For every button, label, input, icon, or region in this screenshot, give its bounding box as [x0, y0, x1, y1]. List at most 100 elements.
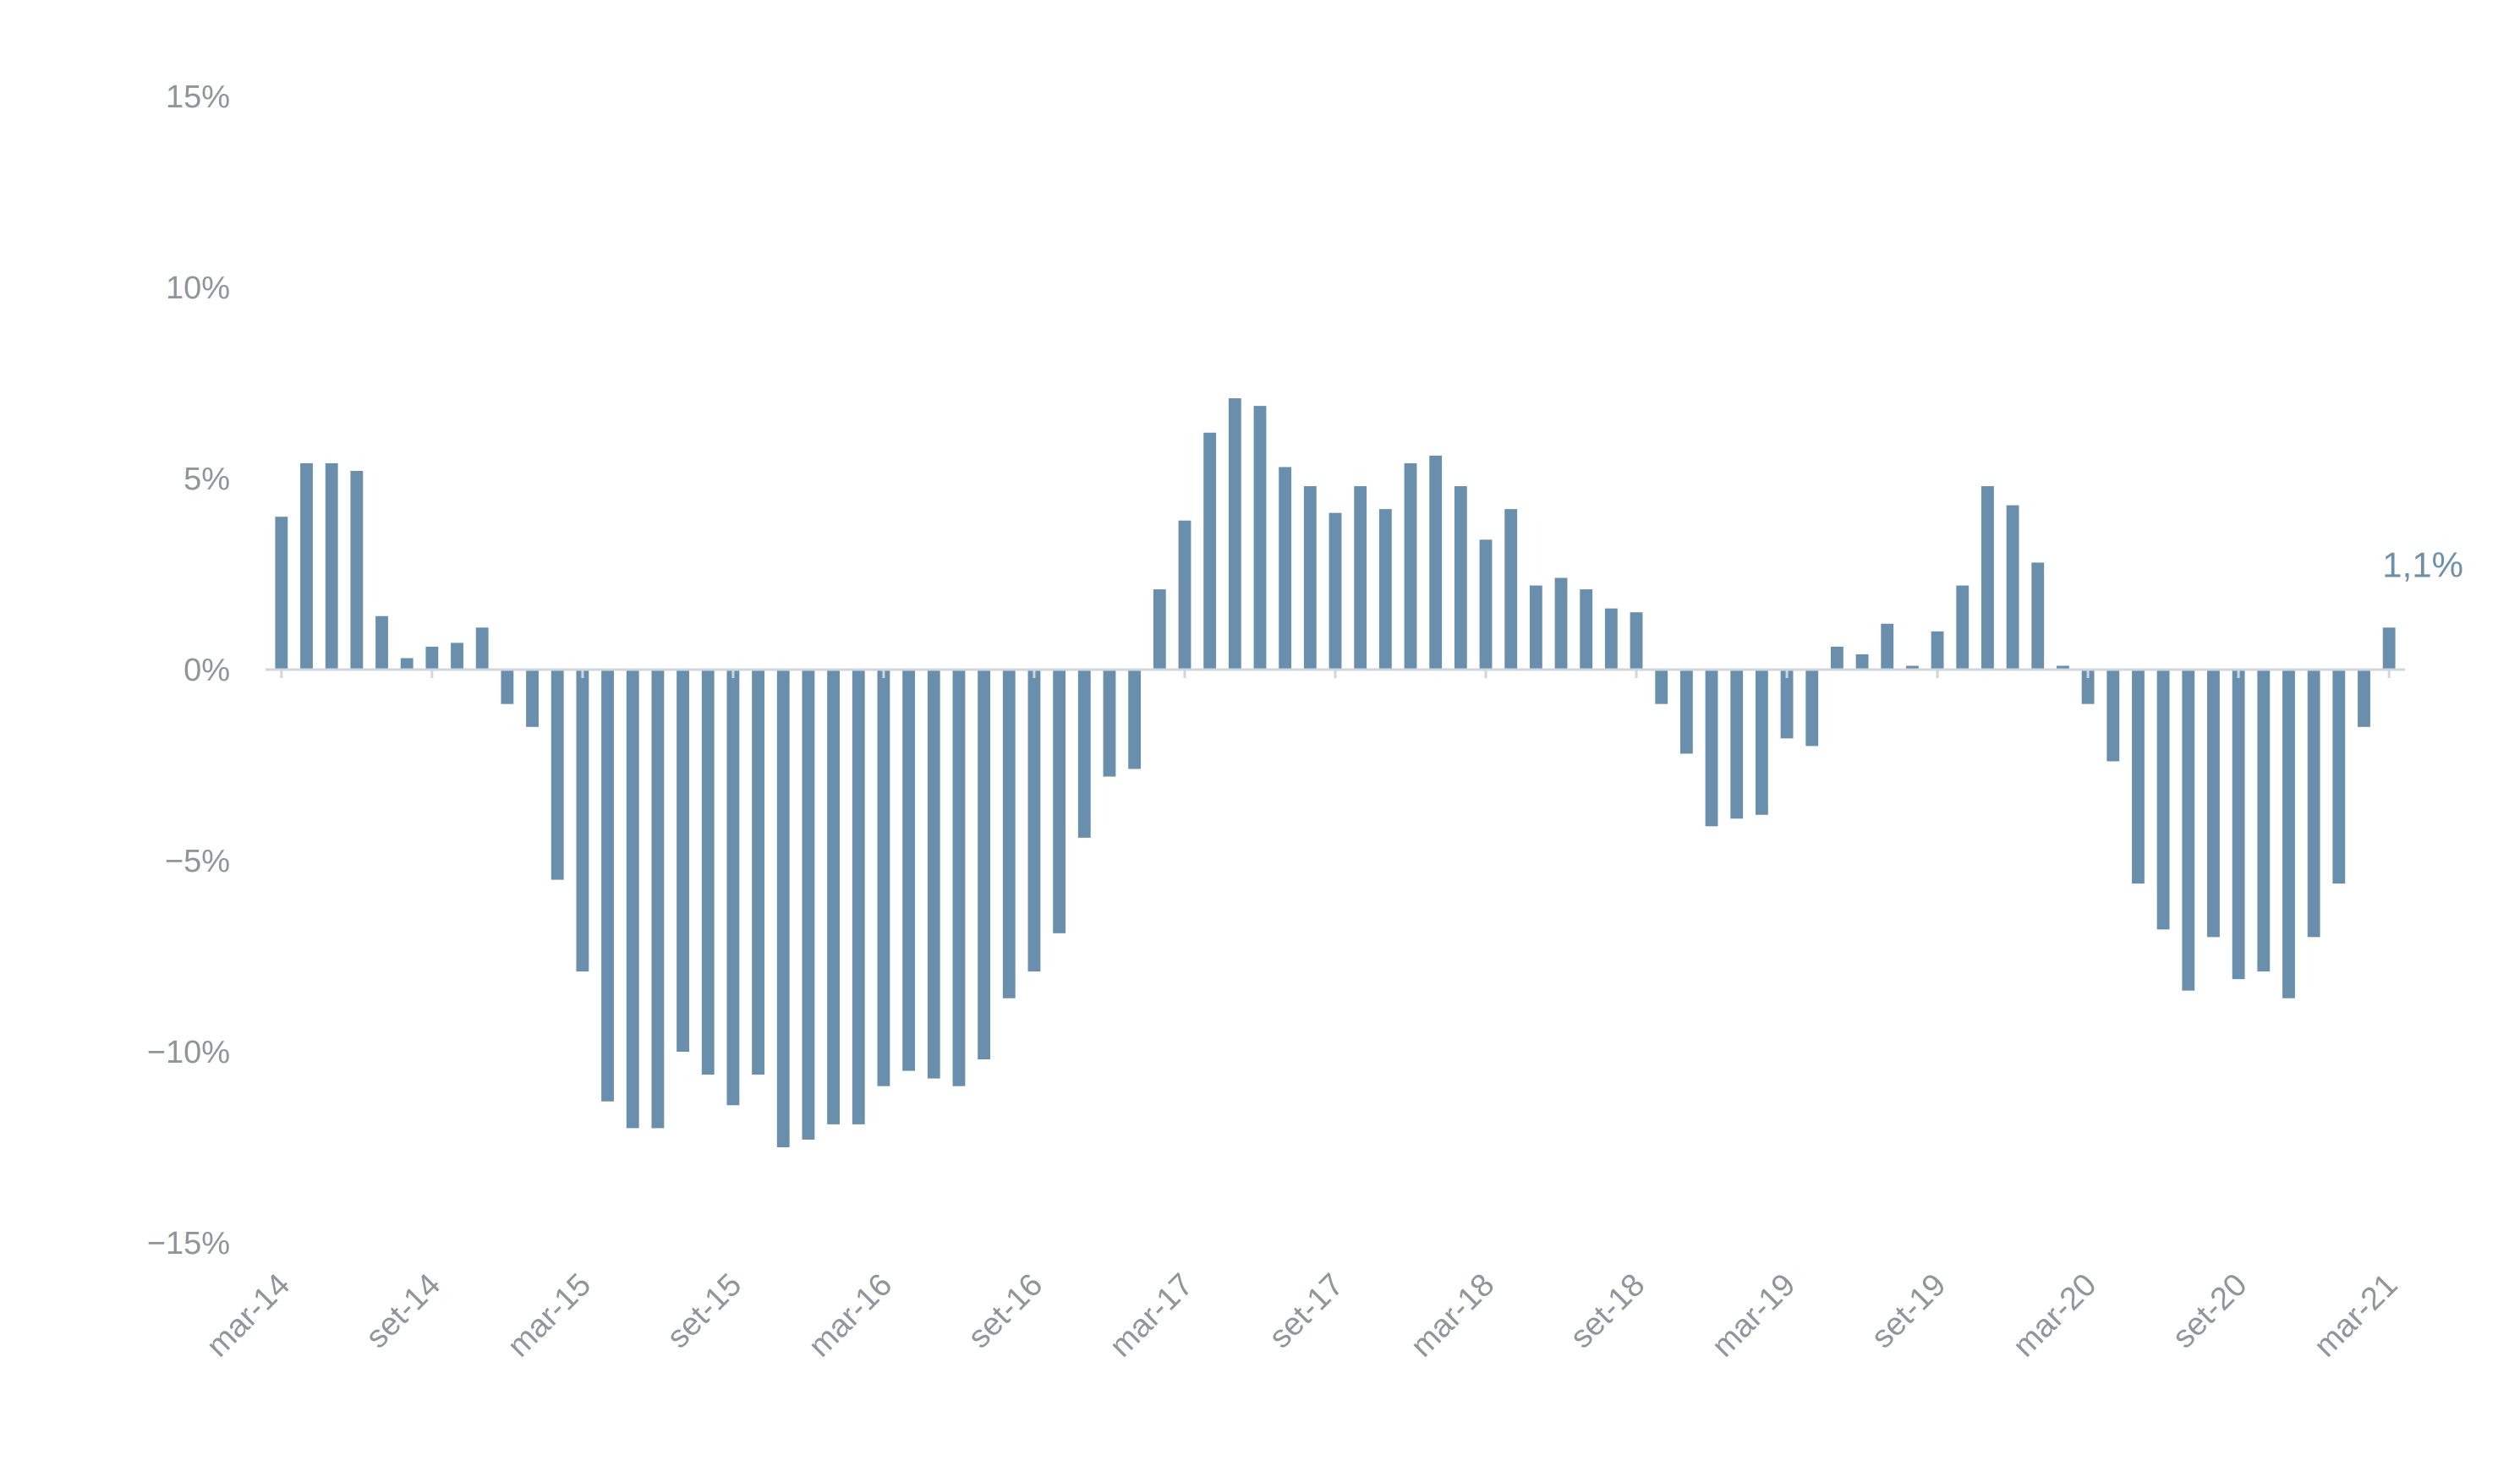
bar — [2307, 670, 2320, 938]
bar — [776, 670, 790, 1147]
bar — [526, 670, 539, 727]
bar — [1203, 432, 1217, 670]
bar — [1153, 589, 1166, 670]
bar — [1730, 670, 1744, 819]
bar — [425, 646, 439, 670]
bar — [626, 670, 639, 1129]
bar — [2232, 670, 2245, 980]
bar — [802, 670, 815, 1140]
bar — [1253, 406, 1267, 670]
bar — [576, 670, 589, 972]
y-tick-label: −10% — [147, 1035, 230, 1070]
bar — [677, 670, 689, 1052]
bar — [1228, 398, 1241, 670]
x-tick-label: set-18 — [1564, 1267, 1652, 1355]
bar — [1429, 455, 1443, 670]
bar — [2106, 670, 2120, 762]
bar — [2081, 670, 2095, 704]
x-tick-label: set-16 — [961, 1267, 1049, 1355]
bar — [952, 670, 966, 1086]
bar — [1027, 670, 1041, 972]
bar — [2132, 670, 2145, 884]
y-tick-label: 0% — [184, 653, 230, 688]
bar — [1279, 467, 1292, 670]
bar — [1454, 486, 1467, 670]
bar — [2257, 670, 2271, 972]
y-tick-label: −15% — [147, 1226, 230, 1261]
bar — [927, 670, 940, 1079]
bar — [2006, 505, 2019, 670]
x-tick-label: mar-21 — [2308, 1267, 2405, 1365]
bar — [902, 670, 916, 1071]
y-tick-label: 10% — [166, 271, 230, 306]
bar — [2182, 670, 2195, 991]
bar — [1604, 608, 1618, 670]
x-tick-label: mar-16 — [802, 1267, 899, 1365]
x-tick-label: mar-14 — [200, 1267, 297, 1365]
bar — [1679, 670, 1693, 754]
bar — [1404, 462, 1417, 670]
y-tick-label: 5% — [184, 462, 230, 497]
bar — [2207, 670, 2220, 938]
bar — [2156, 670, 2170, 930]
bar — [2382, 627, 2396, 670]
bar — [275, 517, 288, 670]
bar — [1755, 670, 1768, 815]
x-tick-label: set-19 — [1865, 1267, 1953, 1355]
bar — [1830, 646, 1843, 670]
bar — [752, 670, 764, 1075]
bar — [501, 670, 514, 704]
bar — [325, 462, 338, 670]
bar — [1981, 486, 1994, 670]
bar — [1780, 670, 1794, 739]
bar — [1128, 670, 1142, 769]
bar — [1529, 585, 1542, 670]
bar — [1354, 486, 1367, 670]
bar — [1178, 520, 1192, 670]
x-tick-label: set-14 — [359, 1267, 447, 1355]
x-tick-label: set-15 — [660, 1267, 748, 1355]
x-tick-label: mar-17 — [1104, 1267, 1201, 1365]
y-axis: 15% 10% 5% 0% −5% −10% −15% — [147, 79, 230, 1261]
bar — [2332, 670, 2346, 884]
bar — [1328, 512, 1342, 670]
x-tick-label: set-17 — [1263, 1267, 1350, 1355]
bar — [551, 670, 564, 880]
bar — [1053, 670, 1066, 933]
x-tick-label: mar-15 — [501, 1267, 598, 1365]
bar — [1303, 486, 1317, 670]
x-axis: mar-14 set-14 mar-15 set-15 mar-16 set-16 mar-… — [200, 670, 2405, 1365]
bar — [2282, 670, 2295, 998]
bar — [1931, 631, 1944, 670]
bar — [1906, 665, 1919, 670]
bar — [2358, 670, 2370, 727]
x-tick-label: mar-18 — [1405, 1267, 1502, 1365]
bar — [300, 462, 313, 670]
bar — [827, 670, 841, 1124]
bar — [1956, 585, 1969, 670]
bar — [1805, 670, 1819, 747]
bar — [2057, 665, 2069, 670]
bar — [701, 670, 715, 1075]
bar — [726, 670, 740, 1106]
bars — [275, 398, 2396, 1147]
bar — [1855, 654, 1869, 670]
bar — [475, 627, 489, 670]
bar — [1705, 670, 1718, 827]
bar — [601, 670, 614, 1102]
x-tick-label: mar-19 — [1706, 1267, 1803, 1365]
bar — [451, 643, 463, 670]
bar — [1378, 509, 1392, 670]
bar — [1077, 670, 1091, 838]
bar — [1881, 623, 1894, 670]
bar — [1479, 539, 1493, 670]
bar — [651, 670, 665, 1129]
last-value-label: 1,1% — [2382, 544, 2463, 584]
x-tick-label: mar-20 — [2007, 1267, 2104, 1365]
bar — [1554, 577, 1568, 670]
y-tick-label: −5% — [165, 844, 230, 879]
bar — [1504, 509, 1518, 670]
y-tick-label: 15% — [166, 79, 230, 115]
bar — [1002, 670, 1016, 998]
bar — [1655, 670, 1668, 704]
